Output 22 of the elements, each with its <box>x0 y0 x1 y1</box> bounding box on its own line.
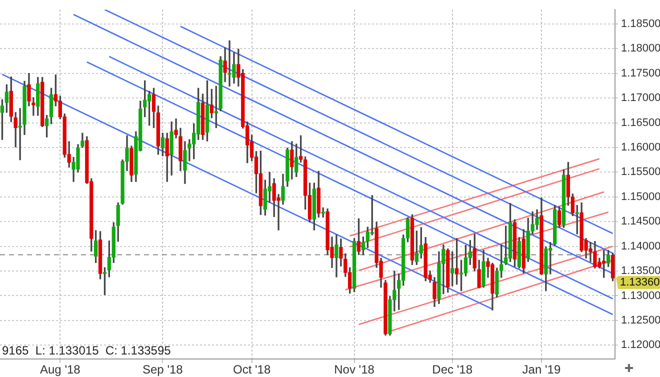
y-tick-label: 1.12000 <box>621 339 660 352</box>
y-tick-label: 1.17000 <box>621 92 660 104</box>
x-tick-label: Jan '19 <box>522 362 561 377</box>
x-tick-label: Nov '18 <box>334 362 375 377</box>
x-tick-label: Sep '18 <box>142 362 184 377</box>
text: 1.13360 <box>620 276 660 288</box>
y-tick-label: 1.15500 <box>621 166 660 178</box>
x-tick-label: Dec '18 <box>432 362 473 377</box>
y-tick-label: 1.13500 <box>621 265 660 278</box>
y-tick-label: 1.14000 <box>621 240 660 252</box>
y-tick-label: 1.15000 <box>621 190 660 203</box>
y-tick-label: 1.12500 <box>621 314 660 326</box>
y-tick-label: 1.13000 <box>621 290 660 302</box>
y-tick-label: 1.18000 <box>621 42 660 55</box>
y-tick-label: 1.14500 <box>621 216 660 228</box>
annotation: 9165 L: 1.133015 C: 1.133595 <box>2 343 172 358</box>
y-tick-label: 1.16000 <box>621 142 660 154</box>
y-tick-label: 1.16500 <box>621 116 660 129</box>
y-tick-label: 1.18500 <box>621 18 660 30</box>
x-tick-label: Aug '18 <box>40 362 81 377</box>
y-tick-label: 1.17500 <box>621 67 660 80</box>
x-tick-label: Oct '18 <box>232 362 271 377</box>
